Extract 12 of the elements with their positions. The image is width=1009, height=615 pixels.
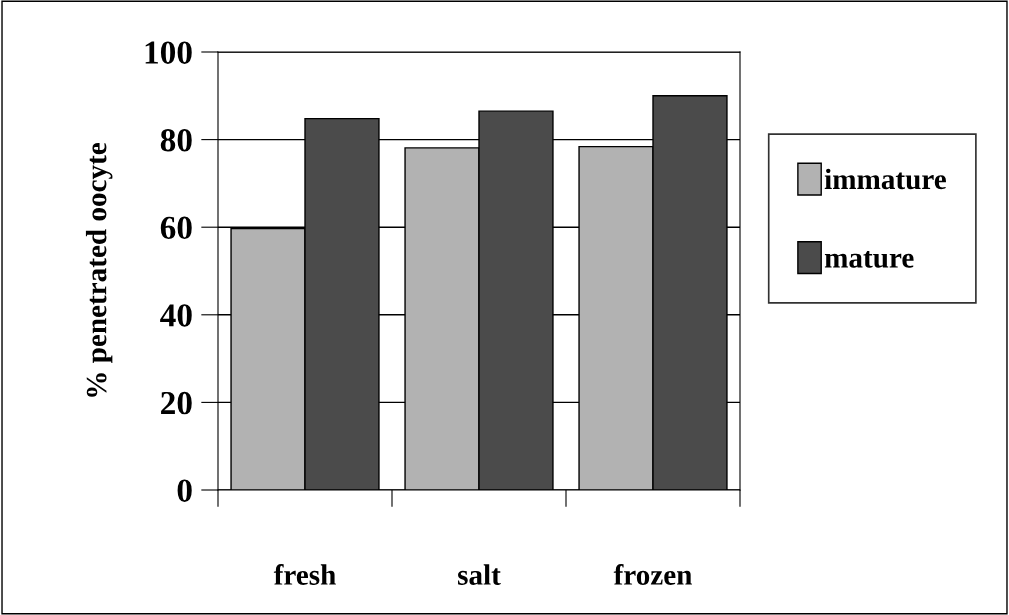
x-tick-label: salt	[458, 564, 501, 585]
y-tick-label: 100	[145, 41, 192, 64]
y-axis-title: % penetrated oocyte	[85, 142, 113, 397]
y-tick-label: 40	[160, 304, 192, 327]
y-tick-label: 0	[177, 479, 192, 502]
legend-label: mature	[824, 251, 914, 268]
y-tick-label: 20	[161, 391, 192, 415]
y-tick-label: 60	[160, 216, 192, 240]
x-tick-label: fresh	[273, 564, 336, 585]
y-tick-label: 80	[160, 129, 192, 152]
x-tick-label: frozen	[613, 564, 692, 585]
legend-label: immature	[824, 168, 946, 190]
